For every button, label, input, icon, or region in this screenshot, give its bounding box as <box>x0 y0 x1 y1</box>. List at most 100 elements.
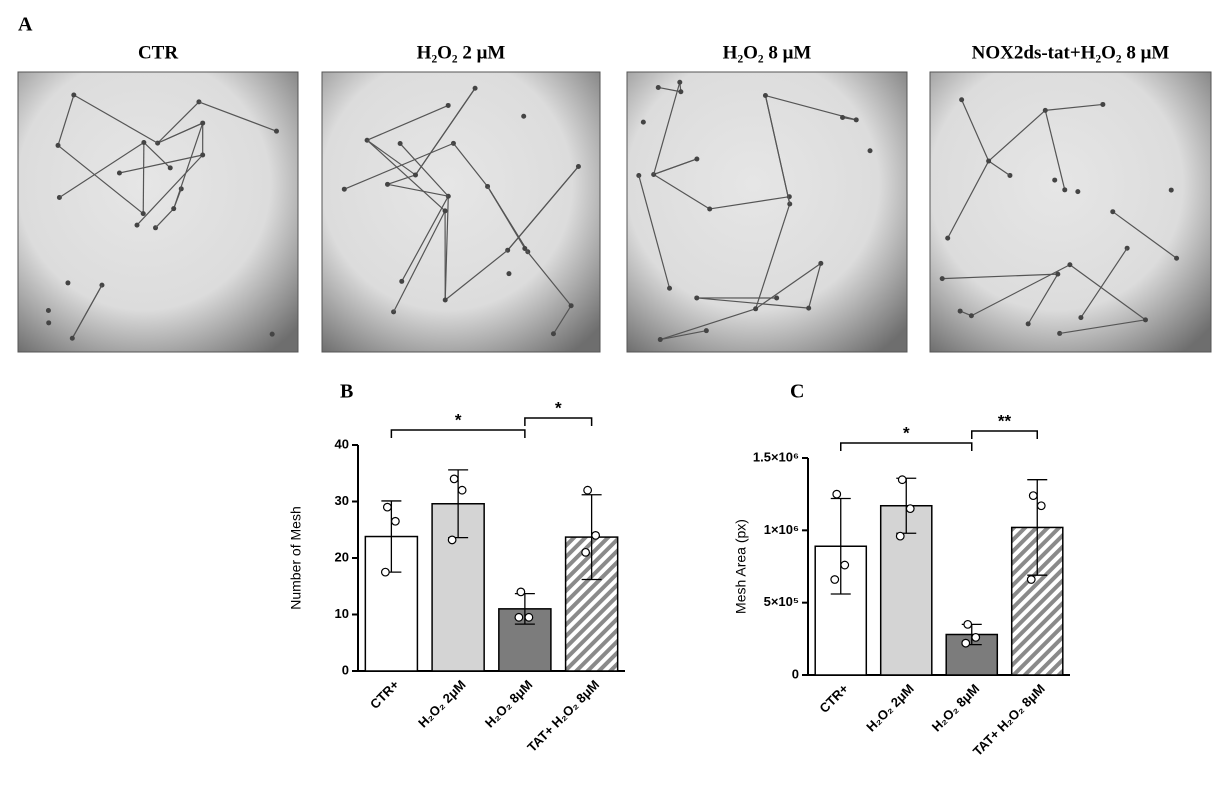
y-tick-label: 20 <box>335 549 349 564</box>
cell-node <box>959 97 965 103</box>
tube <box>524 248 572 307</box>
cell-node <box>678 89 684 95</box>
cell-node <box>65 280 71 286</box>
tube <box>157 101 200 144</box>
cell-node <box>45 308 51 314</box>
cell-node <box>116 170 122 176</box>
tube <box>198 101 277 132</box>
data-point <box>583 485 593 495</box>
tube <box>1059 319 1146 335</box>
cell-node <box>71 92 77 98</box>
cell-node <box>1142 317 1148 323</box>
y-tick-label: 10 <box>335 606 349 621</box>
cell-node <box>1075 189 1081 195</box>
tube <box>755 203 791 309</box>
tube <box>366 139 446 212</box>
cell-node <box>968 313 974 319</box>
x-tick-label: H₂O₂ 8μM <box>482 677 536 731</box>
tube <box>660 330 707 341</box>
tube <box>1045 103 1103 111</box>
significance-label: ** <box>998 411 1012 430</box>
tube <box>344 142 454 190</box>
cell-node <box>200 120 206 126</box>
cell-node <box>677 79 683 85</box>
cell-node <box>753 306 759 312</box>
cell-node <box>703 328 709 334</box>
tube <box>142 142 145 214</box>
cell-node <box>522 245 528 251</box>
panel-label: B <box>340 381 353 403</box>
tube <box>696 297 809 309</box>
data-point <box>832 489 842 499</box>
cell-node <box>655 84 661 90</box>
tube <box>366 139 416 176</box>
tube <box>653 82 681 175</box>
cell-node <box>575 163 581 169</box>
micrograph <box>321 71 601 353</box>
cell-node <box>806 305 812 311</box>
tube <box>73 94 158 144</box>
cell-node <box>506 271 512 277</box>
x-tick-label: CTR+ <box>367 677 402 712</box>
data-point <box>514 612 524 622</box>
data-point <box>449 474 459 484</box>
cell-node <box>774 295 780 301</box>
tube <box>444 196 449 301</box>
cell-node <box>141 139 147 145</box>
tube <box>173 122 204 209</box>
tube <box>59 141 145 199</box>
cell-node <box>1174 255 1180 261</box>
cell-node <box>657 337 663 343</box>
cell-node <box>1168 187 1174 193</box>
tube <box>157 122 203 144</box>
tube <box>393 210 446 313</box>
cell-node <box>442 208 448 214</box>
cell-node <box>1052 177 1058 183</box>
cell-node <box>472 85 478 91</box>
cell-node <box>867 148 873 154</box>
micrograph <box>929 71 1212 353</box>
cell-node <box>694 156 700 162</box>
tube <box>552 305 572 335</box>
data-point <box>897 475 907 485</box>
y-tick-label: 1×10⁶ <box>764 522 799 537</box>
tube <box>755 262 822 310</box>
image-title: NOX2ds-tat+H₂O₂ 8 μM <box>972 42 1170 63</box>
x-tick-label: H₂O₂ 8μM <box>929 681 983 735</box>
data-point <box>591 531 601 540</box>
x-tick-label: CTR+ <box>816 681 851 716</box>
data-point <box>581 547 591 557</box>
cell-node <box>167 165 173 171</box>
cell-node <box>1110 209 1116 215</box>
tube <box>366 104 449 141</box>
cell-node <box>1078 315 1084 321</box>
cell-node <box>445 102 451 108</box>
cell-node <box>55 142 61 148</box>
tube <box>507 166 579 251</box>
cell-node <box>568 303 574 309</box>
cell-node <box>1062 187 1068 193</box>
tube <box>1044 110 1066 190</box>
cell-node <box>1067 262 1073 268</box>
tube <box>119 154 203 174</box>
cell-node <box>412 172 418 178</box>
tube <box>487 186 529 253</box>
cell-node <box>1055 271 1061 277</box>
cell-node <box>945 235 951 241</box>
x-tick-label: TAT+ H₂O₂ 8μM <box>524 677 602 755</box>
y-tick-label: 0 <box>342 662 349 677</box>
y-tick-label: 30 <box>335 493 349 508</box>
y-tick-label: 1.5×10⁶ <box>753 449 799 464</box>
cell-node <box>46 320 52 326</box>
data-point <box>830 575 840 584</box>
significance-label: * <box>903 423 910 442</box>
tube <box>57 94 75 146</box>
data-point <box>840 560 850 570</box>
significance-label: * <box>555 398 562 417</box>
data-point <box>1026 575 1036 584</box>
cell-node <box>1042 107 1048 113</box>
cell-node <box>134 222 140 228</box>
cell-node <box>986 158 992 164</box>
tube <box>57 144 144 215</box>
